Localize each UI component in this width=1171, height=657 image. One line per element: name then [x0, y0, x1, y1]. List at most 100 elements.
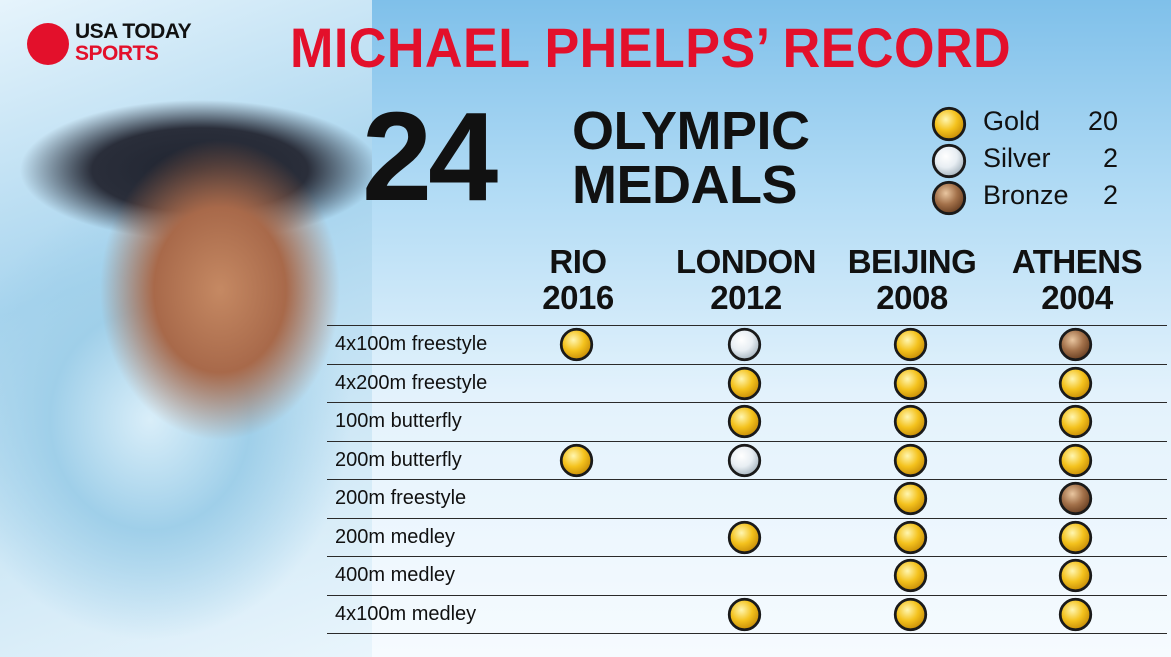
medal-cell — [892, 365, 932, 402]
table-row: 200m freestyle — [327, 479, 1167, 518]
medal-cell — [892, 480, 932, 517]
medal-cell — [558, 442, 598, 479]
table-row: 200m butterfly — [327, 440, 1167, 480]
medal-cell — [1057, 326, 1097, 363]
event-name: 4x200m freestyle — [335, 371, 488, 394]
legend-count-gold: 20 — [1087, 106, 1118, 136]
gold-medal-icon — [931, 106, 967, 142]
medal-cell — [892, 326, 932, 363]
swimmer-photo — [0, 0, 372, 657]
gold-medal-icon — [1058, 597, 1093, 631]
logo-line1: USA TODAY — [75, 20, 192, 43]
gold-medal-icon — [893, 404, 928, 439]
bronze-medal-icon — [1058, 327, 1093, 362]
gold-medal-icon — [893, 366, 928, 400]
medal-cell — [1057, 557, 1097, 594]
gold-medal-icon — [893, 597, 928, 631]
games-header-athens: ATHENS 2004 — [977, 244, 1171, 316]
event-name: 400m medley — [335, 564, 456, 586]
gold-medal-icon — [1058, 366, 1093, 400]
legend-count-bronze: 2 — [1102, 180, 1118, 210]
gold-medal-icon — [1058, 520, 1093, 554]
medal-cell — [726, 519, 766, 556]
usa-today-logo-dot — [27, 23, 69, 65]
total-label-line1: OLYMPIC — [572, 101, 810, 161]
games-year: 2016 — [542, 279, 614, 316]
gold-medal-icon — [727, 520, 762, 554]
medal-cell — [892, 519, 932, 556]
event-name: 4x100m freestyle — [335, 333, 488, 355]
gold-medal-icon — [1058, 404, 1093, 439]
legend-row-gold: Gold 20 — [930, 102, 1130, 142]
medal-cell — [1057, 403, 1097, 440]
medal-cell — [892, 442, 932, 479]
event-name: 4x100m medley — [335, 602, 477, 625]
medal-legend: Gold 20 Silver 2 Bronze 2 — [930, 102, 1130, 216]
silver-medal-icon — [930, 142, 968, 180]
legend-label-gold: Gold — [983, 106, 1041, 136]
gold-medal-icon — [893, 481, 928, 516]
silver-medal-icon — [727, 327, 762, 362]
logo-line2: SPORTS — [75, 42, 159, 65]
games-year: 2008 — [876, 279, 948, 316]
legend-count-silver: 2 — [1102, 143, 1118, 173]
medal-cell — [558, 326, 598, 363]
event-name: 200m medley — [335, 525, 456, 548]
medal-cell — [1057, 596, 1097, 633]
medal-cell — [892, 596, 932, 633]
bronze-medal-icon — [930, 179, 968, 217]
event-name: 100m butterfly — [335, 410, 462, 432]
legend-label-silver: Silver — [983, 143, 1051, 173]
table-row: 4x100m medley — [327, 594, 1167, 634]
medal-cell — [726, 596, 766, 633]
gold-medal-icon — [893, 443, 928, 477]
games-city: LONDON — [676, 243, 817, 280]
medal-cell — [892, 403, 932, 440]
gold-medal-icon — [559, 443, 594, 477]
medal-cell — [1057, 519, 1097, 556]
medal-cell — [1057, 480, 1097, 517]
total-medals-label: OLYMPIC MEDALS — [572, 104, 810, 212]
games-year: 2012 — [710, 279, 782, 316]
medal-cell — [726, 403, 766, 440]
table-row: 100m butterfly — [327, 402, 1167, 441]
total-medals-number: 24 — [362, 86, 498, 227]
table-row: 400m medley — [327, 556, 1167, 595]
games-city: RIO — [549, 243, 607, 280]
event-name: 200m freestyle — [335, 487, 467, 509]
medal-cell — [726, 326, 766, 363]
gold-medal-icon — [893, 558, 928, 593]
silver-medal-icon — [931, 143, 967, 179]
gold-medal-icon — [1058, 558, 1093, 593]
legend-row-bronze: Bronze 2 — [930, 176, 1130, 216]
table-row: 4x100m freestyle — [327, 325, 1167, 364]
games-header-beijing: BEIJING 2008 — [812, 244, 1012, 316]
gold-medal-icon — [893, 520, 928, 554]
games-header-rio: RIO 2016 — [478, 244, 678, 316]
legend-label-bronze: Bronze — [983, 180, 1069, 210]
games-header-london: LONDON 2012 — [646, 244, 846, 316]
legend-row-silver: Silver 2 — [930, 139, 1130, 179]
medal-cell — [892, 557, 932, 594]
games-city: BEIJING — [847, 243, 977, 280]
table-row: 4x200m freestyle — [327, 363, 1167, 403]
event-name: 200m butterfly — [335, 448, 462, 471]
gold-medal-icon — [727, 597, 762, 631]
total-label-line2: MEDALS — [572, 155, 797, 215]
gold-medal-icon — [559, 327, 594, 362]
medal-cell — [1057, 442, 1097, 479]
games-year: 2004 — [1041, 279, 1113, 316]
gold-medal-icon — [727, 366, 762, 400]
games-city: ATHENS — [1011, 243, 1143, 280]
gold-medal-icon — [930, 105, 968, 143]
bronze-medal-icon — [931, 180, 967, 216]
page-title: MICHAEL PHELPS’ RECORD — [290, 16, 1012, 79]
gold-medal-icon — [893, 327, 928, 362]
medal-table: 4x100m freestyle 4x200m freestyle 100m but… — [327, 325, 1167, 634]
bronze-medal-icon — [1058, 481, 1093, 516]
silver-medal-icon — [727, 443, 762, 477]
gold-medal-icon — [727, 404, 762, 439]
gold-medal-icon — [1058, 443, 1093, 477]
usa-today-logo: USA TODAY SPORTS — [75, 20, 192, 65]
medal-cell — [726, 442, 766, 479]
